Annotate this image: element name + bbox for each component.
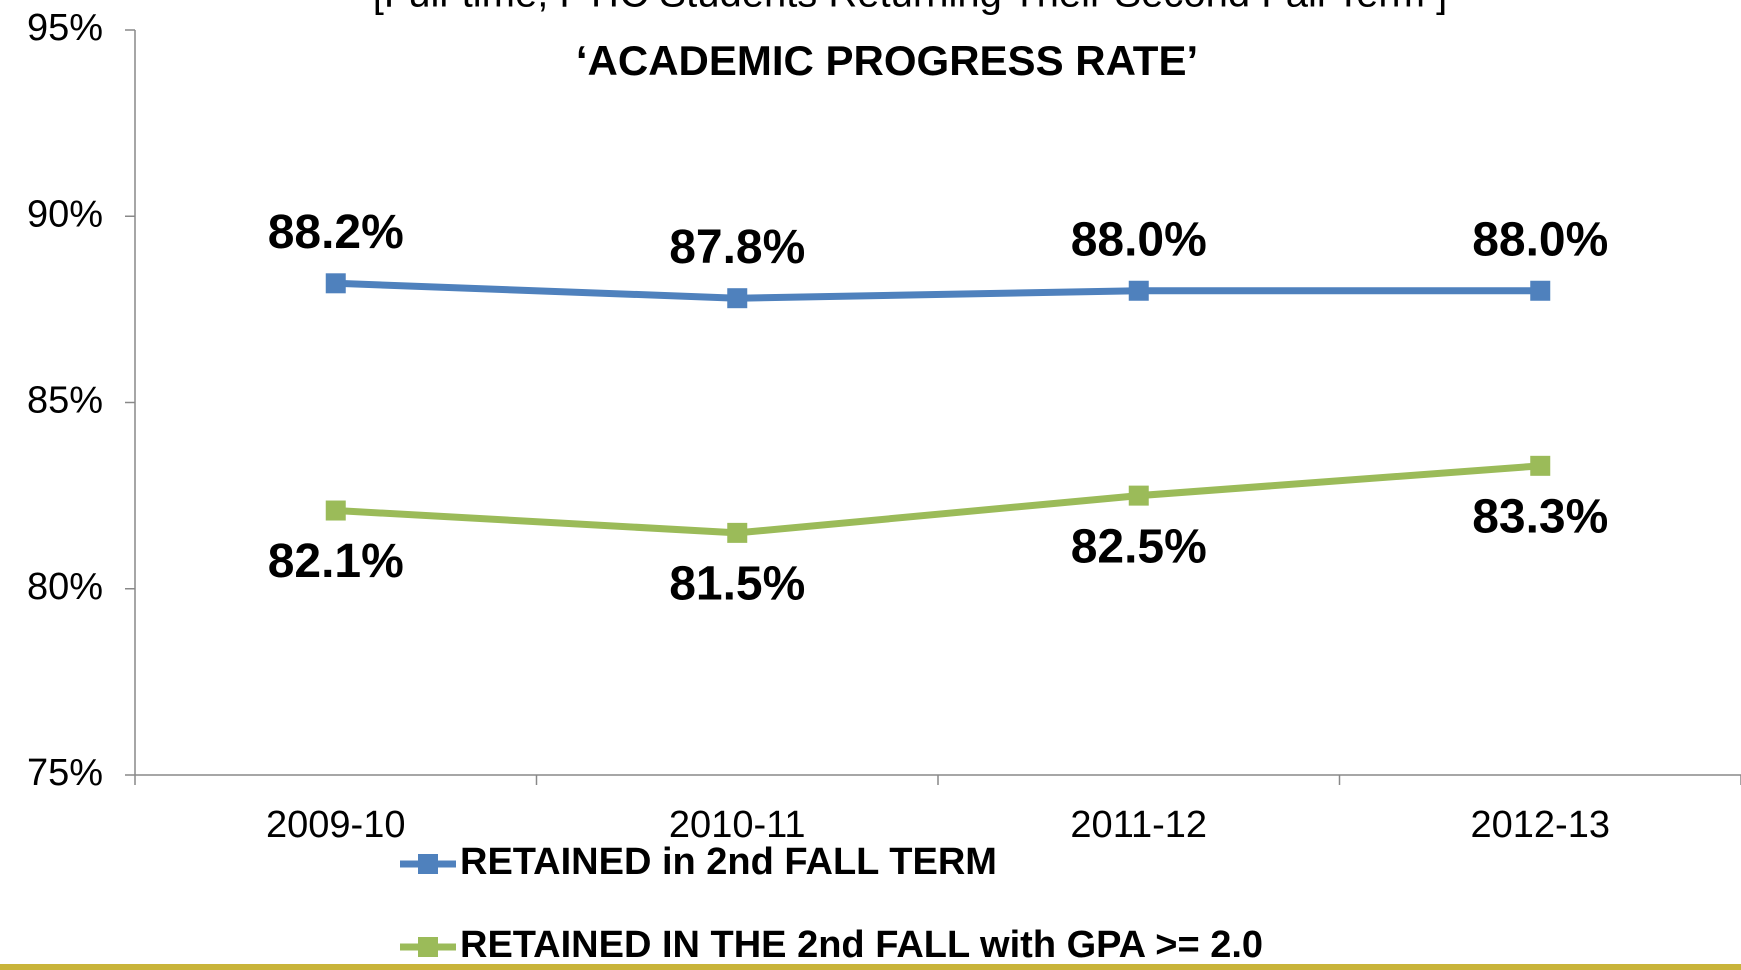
y-tick-label: 75% [27,752,103,794]
data-label: 88.0% [1071,213,1207,266]
y-tick-label: 85% [27,380,103,422]
x-tick-label: 2011-12 [1070,804,1207,846]
data-label: 87.8% [669,221,805,274]
y-tick-label: 80% [27,566,103,608]
chart-title: ‘ACADEMIC PROGRESS RATE’ [576,37,1198,84]
point [325,273,346,294]
data-label: 82.1% [268,535,404,588]
data-label: 81.5% [669,558,805,611]
data-label: 88.0% [1472,213,1608,266]
x-tick-label: 2012-13 [1471,804,1610,846]
point [1128,485,1149,506]
legend-marker [418,937,438,957]
legend-label: RETAINED IN THE 2nd FALL with GPA >= 2.0 [460,924,1263,966]
data-label: 83.3% [1472,490,1608,543]
y-tick-label: 95% [27,7,103,49]
point [727,288,748,309]
x-tick-label: 2009-10 [266,804,405,846]
data-label: 82.5% [1071,520,1207,573]
legend-marker [418,854,438,874]
point [1128,280,1149,301]
point [1530,455,1551,476]
series-line [335,462,1541,537]
bottom-rule [0,964,1741,970]
y-tick-label: 90% [27,193,103,235]
data-label: 88.2% [268,206,404,259]
legend-label: RETAINED in 2nd FALL TERM [460,841,997,883]
series-line [335,279,1541,302]
chart-subtitle: [Full-time, FTIC Students Returning Thei… [373,0,1447,16]
point [727,522,748,543]
point [325,500,346,521]
point [1530,280,1551,301]
x-tick-label: 2010-11 [669,804,806,846]
